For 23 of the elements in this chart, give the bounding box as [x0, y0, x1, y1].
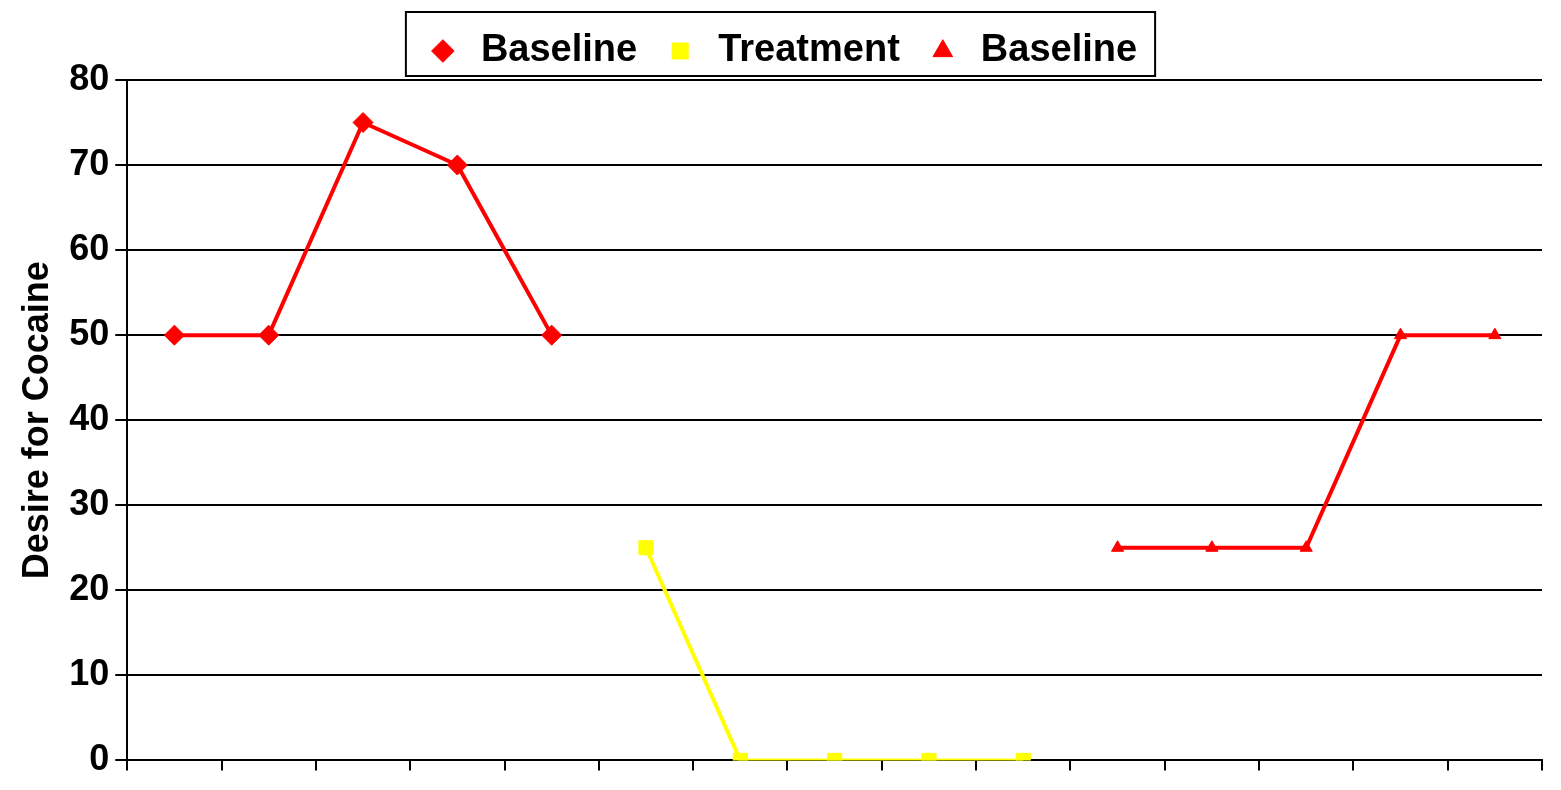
- point: [541, 324, 563, 346]
- y-axis-title: Desire for Cocaine: [14, 261, 56, 580]
- point: [1205, 540, 1219, 552]
- legend-label: Baseline: [480, 27, 638, 70]
- point: [258, 324, 280, 346]
- point: [1111, 540, 1125, 552]
- point: [1393, 327, 1408, 340]
- y-tick-label: 40: [69, 397, 110, 439]
- legend-label: Baseline: [980, 27, 1138, 70]
- y-tick-label: 60: [69, 227, 110, 269]
- y-tick-label: 50: [69, 312, 110, 354]
- legend-label: Treatment: [718, 27, 901, 70]
- y-tick-label: 30: [69, 482, 110, 524]
- y-tick-label: 80: [69, 56, 110, 98]
- point: [352, 112, 374, 134]
- point: [163, 324, 185, 346]
- y-tick-label: 70: [69, 141, 110, 183]
- y-tick-label: 10: [69, 652, 110, 694]
- point: [1299, 540, 1313, 552]
- point: [1488, 327, 1502, 340]
- y-tick-label: 0: [89, 737, 110, 779]
- point: [446, 154, 468, 176]
- y-tick-label: 20: [69, 567, 110, 609]
